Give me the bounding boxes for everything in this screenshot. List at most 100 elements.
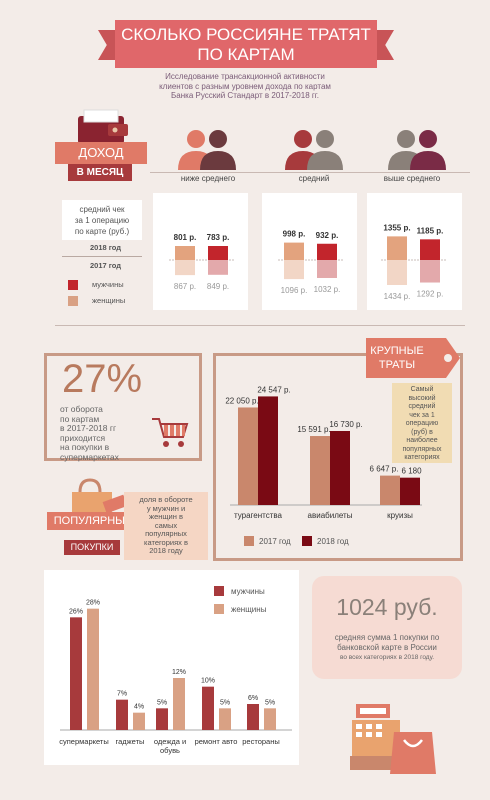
bar-2017 bbox=[208, 260, 228, 275]
bar-value-label: 16 730 р. bbox=[329, 420, 362, 429]
bar-label-2018: 783 р. bbox=[207, 233, 230, 242]
bar-label-2017: 1434 р. bbox=[384, 292, 411, 301]
legend-2017-label: 2017 год bbox=[259, 537, 291, 546]
big-spend-note-line: Самый bbox=[410, 386, 434, 393]
cash-register-icon bbox=[350, 704, 436, 774]
people-icon-low bbox=[178, 130, 236, 170]
bar-label-2017: 1096 р. bbox=[281, 286, 308, 295]
supermarket-percent: 27% bbox=[62, 357, 143, 401]
price-tag-icon bbox=[426, 338, 460, 378]
popular-note-line: самых bbox=[154, 520, 178, 530]
bar-2018 bbox=[208, 246, 228, 260]
bar-2018 bbox=[330, 431, 350, 505]
bar-women bbox=[87, 608, 99, 730]
big-spend-note: Самый высокий средний чек за 1 операцию … bbox=[392, 383, 452, 463]
bar-2018 bbox=[258, 396, 278, 505]
legend-women-swatch bbox=[68, 296, 78, 306]
legend-women-swatch-2 bbox=[214, 604, 224, 614]
legend-2018-label: 2018 год bbox=[317, 537, 349, 546]
category-label: супермаркеты bbox=[59, 737, 109, 746]
category-label: ремонт авто bbox=[195, 737, 238, 746]
group-label-low: ниже среднего bbox=[180, 174, 236, 183]
group-box-low bbox=[153, 193, 248, 310]
supermarket-line-5: на покупки в bbox=[60, 442, 110, 452]
big-spend-note-line: чек за 1 bbox=[409, 411, 435, 419]
group-label-high: выше среднего bbox=[383, 174, 441, 183]
summary-line-1: средняя сумма 1 покупки по bbox=[334, 633, 440, 642]
supermarket-line-2: по картам bbox=[60, 413, 100, 424]
popular-note-line: доля в обороте bbox=[139, 495, 193, 504]
subtitle: Исследование трансакционной активности к… bbox=[110, 72, 380, 101]
bar-men bbox=[116, 699, 128, 730]
legend-men-swatch-2 bbox=[214, 586, 224, 596]
popular-note-line: 2018 году bbox=[149, 546, 183, 555]
popular-note-line: популярных bbox=[145, 529, 187, 538]
bar-2018 bbox=[284, 242, 304, 260]
bar-men bbox=[247, 704, 259, 730]
bar-value-label: 5% bbox=[157, 699, 167, 706]
big-spend-note-line: высокий bbox=[408, 394, 436, 402]
popular-bar-chart: 26%28% супермаркеты 7% 4% гаджеты 5% 12% одежда… bbox=[59, 600, 292, 755]
title-line-1: СКОЛЬКО РОССИЯНЕ ТРАТЯТ bbox=[121, 25, 371, 44]
bar-value-label: 10% bbox=[201, 678, 215, 685]
big-spend-tag: КРУПНЫЕ ТРАТЫ bbox=[366, 338, 428, 378]
bar-value-label: 6 180 р. bbox=[402, 467, 422, 476]
category-label: гаджеты bbox=[116, 737, 145, 746]
bar-value-label: 5% bbox=[265, 699, 275, 706]
big-spend-panel bbox=[213, 353, 463, 561]
avg-check-line-3: по карте (руб.) bbox=[74, 227, 130, 236]
group-box-high bbox=[367, 193, 462, 310]
supermarket-line-4: приходится bbox=[60, 432, 106, 443]
income-tag-text: ДОХОД bbox=[78, 145, 124, 160]
legend-men-label: мужчины bbox=[92, 280, 124, 289]
bar-2017 bbox=[284, 260, 304, 280]
big-spend-note-line: категориях bbox=[404, 454, 440, 461]
legend-women-label: женщины bbox=[92, 296, 126, 305]
bar-women bbox=[219, 708, 231, 730]
bar-value-label: 6 647 р. bbox=[370, 465, 399, 474]
legend-2018-swatch bbox=[302, 536, 312, 546]
summary-line-2: банковской карте в России bbox=[337, 643, 437, 652]
bar-value-label: 22 050 р. bbox=[225, 396, 258, 405]
big-spend-note-line: операцию bbox=[405, 420, 439, 427]
big-spend-bar-chart: 22 050 р. 24 547 р. турагентства 15 591 р.1… bbox=[225, 385, 422, 520]
bar-men bbox=[202, 686, 214, 730]
big-spend-tag-line-2: ТРАТЫ bbox=[378, 359, 416, 371]
bar-label-2018: 998 р. bbox=[283, 230, 306, 239]
popular-chart-panel bbox=[44, 570, 299, 765]
people-icon-mid bbox=[285, 130, 343, 170]
title-ribbon-right bbox=[372, 30, 394, 60]
bar-label-2018: 1185 р. bbox=[417, 226, 444, 235]
category-label: одежда и bbox=[154, 737, 186, 746]
group-box-mid bbox=[262, 193, 357, 310]
legend-women-label-2: женщины bbox=[231, 605, 267, 614]
wallet-icon bbox=[78, 109, 128, 144]
bar-value-label: 12% bbox=[172, 669, 186, 676]
bar-value-label: 4% bbox=[134, 704, 144, 711]
income-subtag: В МЕСЯЦ bbox=[68, 164, 132, 181]
year-divider bbox=[62, 256, 142, 257]
subtitle-line-3: Банка Русский Стандарт в 2017-2018 гг. bbox=[171, 91, 319, 100]
category-label: круизы bbox=[387, 511, 413, 520]
summary-line-3: во всех категориях в 2018 году. bbox=[339, 654, 435, 661]
people-icon-high bbox=[388, 130, 446, 170]
popular-tag-text: ПОПУЛЯРНЫЕ bbox=[53, 515, 133, 527]
category-label: авиабилеты bbox=[308, 511, 353, 520]
bar-2017 bbox=[420, 260, 440, 283]
bar-women bbox=[173, 678, 185, 730]
year-2017-label: 2017 год bbox=[90, 261, 122, 270]
bar-label-2017: 1032 р. bbox=[314, 285, 341, 294]
bar-2017 bbox=[387, 260, 407, 285]
bar-2018 bbox=[317, 243, 337, 260]
bar-value-label: 15 591 р. bbox=[297, 425, 330, 434]
income-divider bbox=[150, 172, 470, 173]
category-label: рестораны bbox=[242, 737, 280, 746]
big-spend-tag-line-1: КРУПНЫЕ bbox=[370, 345, 424, 357]
bar-label-2017: 1292 р. bbox=[417, 290, 444, 299]
bar-men bbox=[156, 708, 168, 730]
popular-tag: ПОПУЛЯРНЫЕ bbox=[47, 512, 139, 530]
income-subtag-text: В МЕСЯЦ bbox=[76, 167, 124, 178]
avg-check-label: средний чек за 1 операцию по карте (руб.… bbox=[62, 200, 142, 240]
bar-value-label: 24 547 р. bbox=[257, 385, 290, 394]
popular-note: доля в обороте у мужчин и женщин в самых… bbox=[124, 492, 208, 560]
